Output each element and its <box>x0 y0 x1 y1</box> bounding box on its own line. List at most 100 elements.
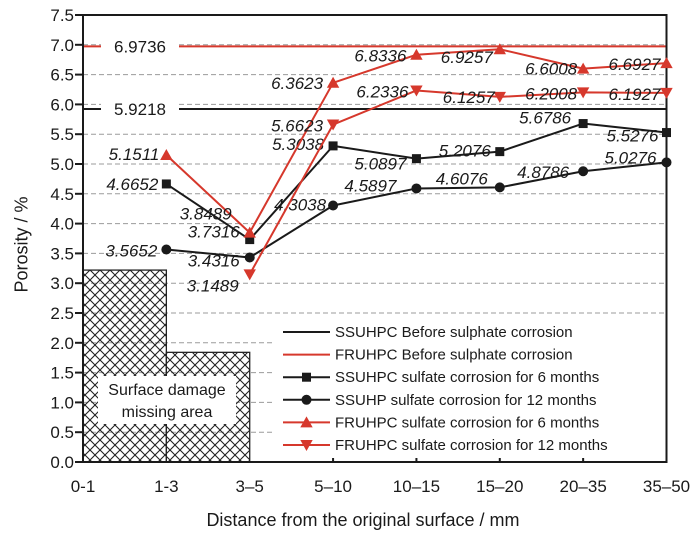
circle-marker <box>411 183 422 194</box>
data-point-label: 5.0276 <box>605 148 658 167</box>
y-tick-label: 5.0 <box>50 155 74 174</box>
triangle-up-marker <box>243 226 256 238</box>
triangle-down-marker <box>576 87 590 99</box>
triangle-down-marker <box>326 119 340 131</box>
missing-area-box <box>82 269 168 463</box>
reference-label-bg <box>101 99 179 119</box>
circle-marker <box>301 394 312 405</box>
reference-label-bg <box>101 36 179 56</box>
y-axis-title: Porosity / % <box>11 196 32 293</box>
y-tick-label: 1.5 <box>50 364 74 383</box>
y-tick-label: 1.0 <box>50 393 74 412</box>
triangle-down-marker <box>300 440 313 451</box>
data-point-label: 6.2336 <box>356 82 409 101</box>
y-tick-label: 7.5 <box>50 6 74 25</box>
square-marker <box>245 235 255 245</box>
y-tick-label: 2.0 <box>50 334 74 353</box>
square-marker <box>328 141 338 151</box>
y-tick-label: 0.5 <box>50 423 74 442</box>
y-tick-label: 0.0 <box>50 453 74 472</box>
x-tick-label: 35–50 <box>643 477 690 496</box>
legend-label: SSUHPC sulfate corrosion for 6 months <box>335 369 599 386</box>
data-point-label: 4.6076 <box>436 169 489 188</box>
square-marker <box>302 372 311 382</box>
plot-frame <box>82 14 668 463</box>
circle-marker <box>244 252 255 263</box>
data-point-label: 3.4316 <box>188 251 241 270</box>
circle-marker <box>661 157 672 168</box>
legend-bg <box>272 319 664 458</box>
data-point-label: 4.6652 <box>106 175 159 194</box>
square-marker <box>161 179 171 189</box>
triangle-up-marker <box>160 148 173 160</box>
data-point-label: 4.5897 <box>344 176 397 195</box>
y-tick-label: 4.5 <box>50 185 74 204</box>
data-point-label: 6.1257 <box>443 88 496 107</box>
x-tick-label: 5–10 <box>314 477 352 496</box>
data-point-label: 3.5652 <box>105 242 158 261</box>
reference-line-label: 6.9736 <box>114 37 166 56</box>
square-marker <box>495 147 505 157</box>
triangle-down-marker <box>660 87 673 99</box>
data-point-label: 5.6623 <box>271 117 324 136</box>
data-point-label: 5.2076 <box>439 142 492 161</box>
x-axis-title: Distance from the original surface / mm <box>206 510 520 530</box>
data-point-label: 6.3623 <box>271 74 324 93</box>
triangle-up-marker <box>300 416 313 428</box>
x-tick-label: 3–5 <box>236 477 264 496</box>
data-point-label: 4.8786 <box>517 163 570 182</box>
y-tick-label: 5.5 <box>50 125 74 144</box>
triangle-up-marker <box>576 62 590 74</box>
missing-area-annotation: Surface damage <box>108 382 226 399</box>
triangle-up-marker <box>326 76 340 88</box>
y-tick-label: 6.5 <box>50 66 74 85</box>
data-point-label: 4.3038 <box>274 195 327 214</box>
data-point-label: 3.1489 <box>187 276 240 295</box>
reference-line-label: 5.9218 <box>114 100 166 119</box>
data-point-label: 6.2008 <box>525 84 578 103</box>
x-tick-label: 1-3 <box>154 477 179 496</box>
circle-marker <box>494 182 505 193</box>
triangle-up-marker <box>660 57 673 69</box>
missing-area-annotation: missing area <box>122 404 213 421</box>
data-point-label: 3.7316 <box>188 223 241 242</box>
data-point-label: 6.6927 <box>609 55 662 74</box>
y-tick-label: 4.0 <box>50 215 74 234</box>
y-tick-label: 6.0 <box>50 95 74 114</box>
y-tick-label: 7.0 <box>50 36 74 55</box>
circle-marker <box>578 166 589 177</box>
series-line <box>248 89 667 275</box>
square-marker <box>578 119 588 129</box>
circle-marker <box>161 244 172 255</box>
triangle-down-marker <box>493 91 506 103</box>
series-line <box>166 161 667 259</box>
series-line <box>165 122 667 241</box>
y-tick-label: 3.0 <box>50 274 74 293</box>
y-tick-label: 2.5 <box>50 304 74 323</box>
x-tick-label: 0-1 <box>71 477 96 496</box>
legend-label: SSUHPC Before sulphate corrosion <box>335 324 573 341</box>
triangle-up-marker <box>493 43 506 55</box>
data-point-label: 5.0897 <box>354 155 407 174</box>
legend-label: SSUHP sulfate corrosion for 12 months <box>335 392 597 409</box>
data-point-label: 3.8489 <box>180 205 233 224</box>
data-point-label: 5.5276 <box>607 127 660 146</box>
legend-label: FRUHPC sulfate corrosion for 6 months <box>335 414 599 431</box>
annotation-bg <box>98 376 236 424</box>
data-point-label: 6.8336 <box>354 47 407 66</box>
x-tick-label: 10–15 <box>393 477 440 496</box>
x-tick-label: 15–20 <box>476 477 523 496</box>
y-tick-label: 3.5 <box>50 244 74 263</box>
data-point-label: 6.6008 <box>525 60 578 79</box>
triangle-down-marker <box>410 85 423 97</box>
data-point-label: 6.1927 <box>609 85 662 104</box>
square-marker <box>662 128 671 138</box>
square-marker <box>411 154 421 164</box>
circle-marker <box>328 200 339 211</box>
legend-label: FRUHPC Before sulphate corrosion <box>335 347 573 364</box>
legend-label: FRUHPC sulfate corrosion for 12 months <box>335 437 608 454</box>
series-line <box>165 48 667 234</box>
triangle-down-marker <box>243 269 256 281</box>
